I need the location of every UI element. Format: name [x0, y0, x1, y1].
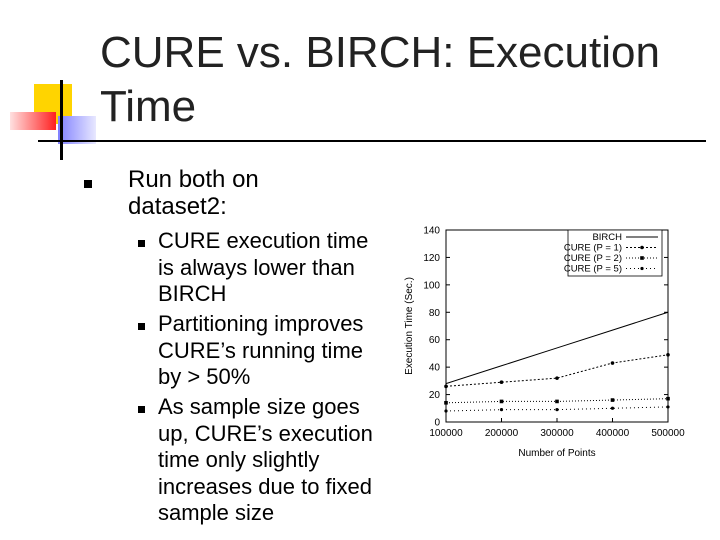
decor-blue-square — [58, 116, 96, 144]
slide-title: CURE vs. BIRCH: Execution Time — [100, 28, 660, 131]
legend-label-1: CURE (P = 1) — [564, 243, 622, 254]
series-point-3 — [666, 405, 670, 409]
y-tick-label: 100 — [423, 280, 440, 291]
sub-bullet-marker — [138, 406, 145, 413]
series-point-3 — [444, 409, 448, 413]
bullet-marker — [84, 180, 92, 188]
decor-red-bar — [10, 112, 56, 130]
y-axis-label: Execution Time (Sec.) — [404, 277, 415, 375]
execution-time-chart: 0 20 40 60 80 100 120 140 100000 200000 300000 4000… — [398, 218, 698, 468]
x-tick-label: 200000 — [485, 428, 519, 439]
sub-bullet-marker — [138, 323, 145, 330]
x-tick-label: 100000 — [429, 428, 463, 439]
y-tick-label: 0 — [434, 418, 440, 429]
title-divider-line — [38, 140, 706, 142]
sub-bullet-1-text: CURE execution time is always lower than… — [158, 228, 369, 306]
series-point-2 — [499, 399, 504, 404]
chart-svg: 0 20 40 60 80 100 120 140 100000 200000 300000 4000… — [404, 226, 685, 460]
legend-label-3: CURE (P = 5) — [564, 264, 622, 275]
y-tick-label: 20 — [429, 390, 441, 401]
y-tick-label: 120 — [423, 253, 440, 264]
series-line-0 — [445, 311, 669, 385]
series-point-3 — [499, 408, 504, 412]
series-line-1 — [445, 354, 669, 387]
y-tick-label: 80 — [429, 308, 441, 319]
series-point-1 — [610, 361, 615, 365]
legend-marker-2 — [640, 256, 644, 260]
sub-bullet-marker — [138, 240, 145, 247]
sub-bullet-3-text: As sample size goes up, CURE’s execution… — [158, 394, 373, 525]
y-tick-label: 40 — [429, 363, 441, 374]
series-point-3 — [555, 408, 559, 412]
y-tick-label: 140 — [423, 226, 440, 237]
sub-bullet-2-text: Partitioning improves CURE’s running tim… — [158, 311, 364, 389]
series-point-2 — [555, 399, 559, 404]
main-bullet-text: Run both on dataset2: — [128, 166, 259, 220]
x-tick-label: 300000 — [540, 428, 574, 439]
x-tick-label: 400000 — [596, 428, 630, 439]
series-point-1 — [444, 384, 448, 389]
legend-label-2: CURE (P = 2) — [564, 253, 622, 264]
series-point-2 — [444, 401, 448, 405]
y-tick-label: 60 — [429, 335, 441, 346]
x-axis-label: Number of Points — [518, 448, 595, 459]
series-point-2 — [610, 398, 615, 402]
legend-marker-3 — [640, 266, 644, 271]
legend-marker-1 — [640, 245, 644, 250]
series-point-1 — [555, 376, 559, 380]
decor-vertical-line — [60, 80, 63, 160]
series-point-2 — [666, 396, 670, 401]
x-tick-label: 500000 — [651, 428, 685, 439]
series-point-1 — [666, 353, 670, 357]
legend-label-0: BIRCH — [592, 232, 622, 243]
series-point-1 — [499, 380, 504, 385]
series-point-3 — [610, 406, 615, 410]
